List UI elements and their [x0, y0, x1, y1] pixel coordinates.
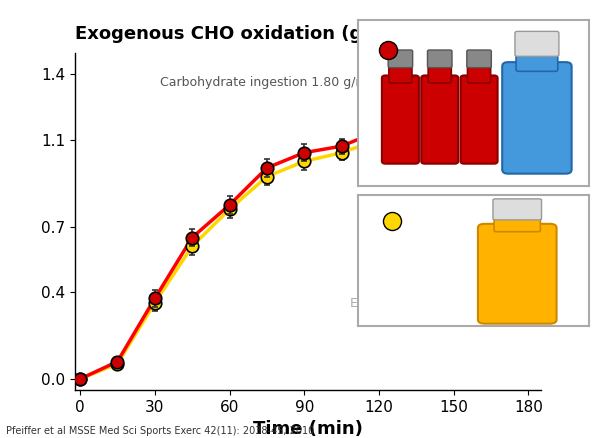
FancyBboxPatch shape — [493, 199, 542, 220]
FancyBboxPatch shape — [389, 63, 412, 83]
FancyBboxPatch shape — [421, 75, 458, 164]
FancyBboxPatch shape — [478, 224, 557, 324]
FancyBboxPatch shape — [502, 62, 572, 174]
FancyBboxPatch shape — [516, 51, 558, 71]
FancyBboxPatch shape — [494, 216, 540, 232]
FancyBboxPatch shape — [428, 63, 451, 83]
FancyBboxPatch shape — [468, 63, 490, 83]
Text: Exercise at ~60%VO$_2$max: Exercise at ~60%VO$_2$max — [349, 296, 514, 312]
FancyBboxPatch shape — [382, 75, 419, 164]
FancyBboxPatch shape — [467, 50, 492, 67]
Text: Pfeiffer et al MSSE Med Sci Sports Exerc 42(11): 2038-45, 2010: Pfeiffer et al MSSE Med Sci Sports Exerc… — [6, 426, 314, 436]
X-axis label: Time (min): Time (min) — [253, 420, 363, 438]
FancyBboxPatch shape — [388, 50, 413, 67]
FancyBboxPatch shape — [515, 32, 559, 57]
Text: Carbohydrate ingestion 1.80 g/min: Carbohydrate ingestion 1.80 g/min — [160, 77, 379, 89]
FancyBboxPatch shape — [460, 75, 498, 164]
FancyBboxPatch shape — [427, 50, 452, 67]
Text: Exogenous CHO oxidation (g/min): Exogenous CHO oxidation (g/min) — [75, 25, 415, 42]
